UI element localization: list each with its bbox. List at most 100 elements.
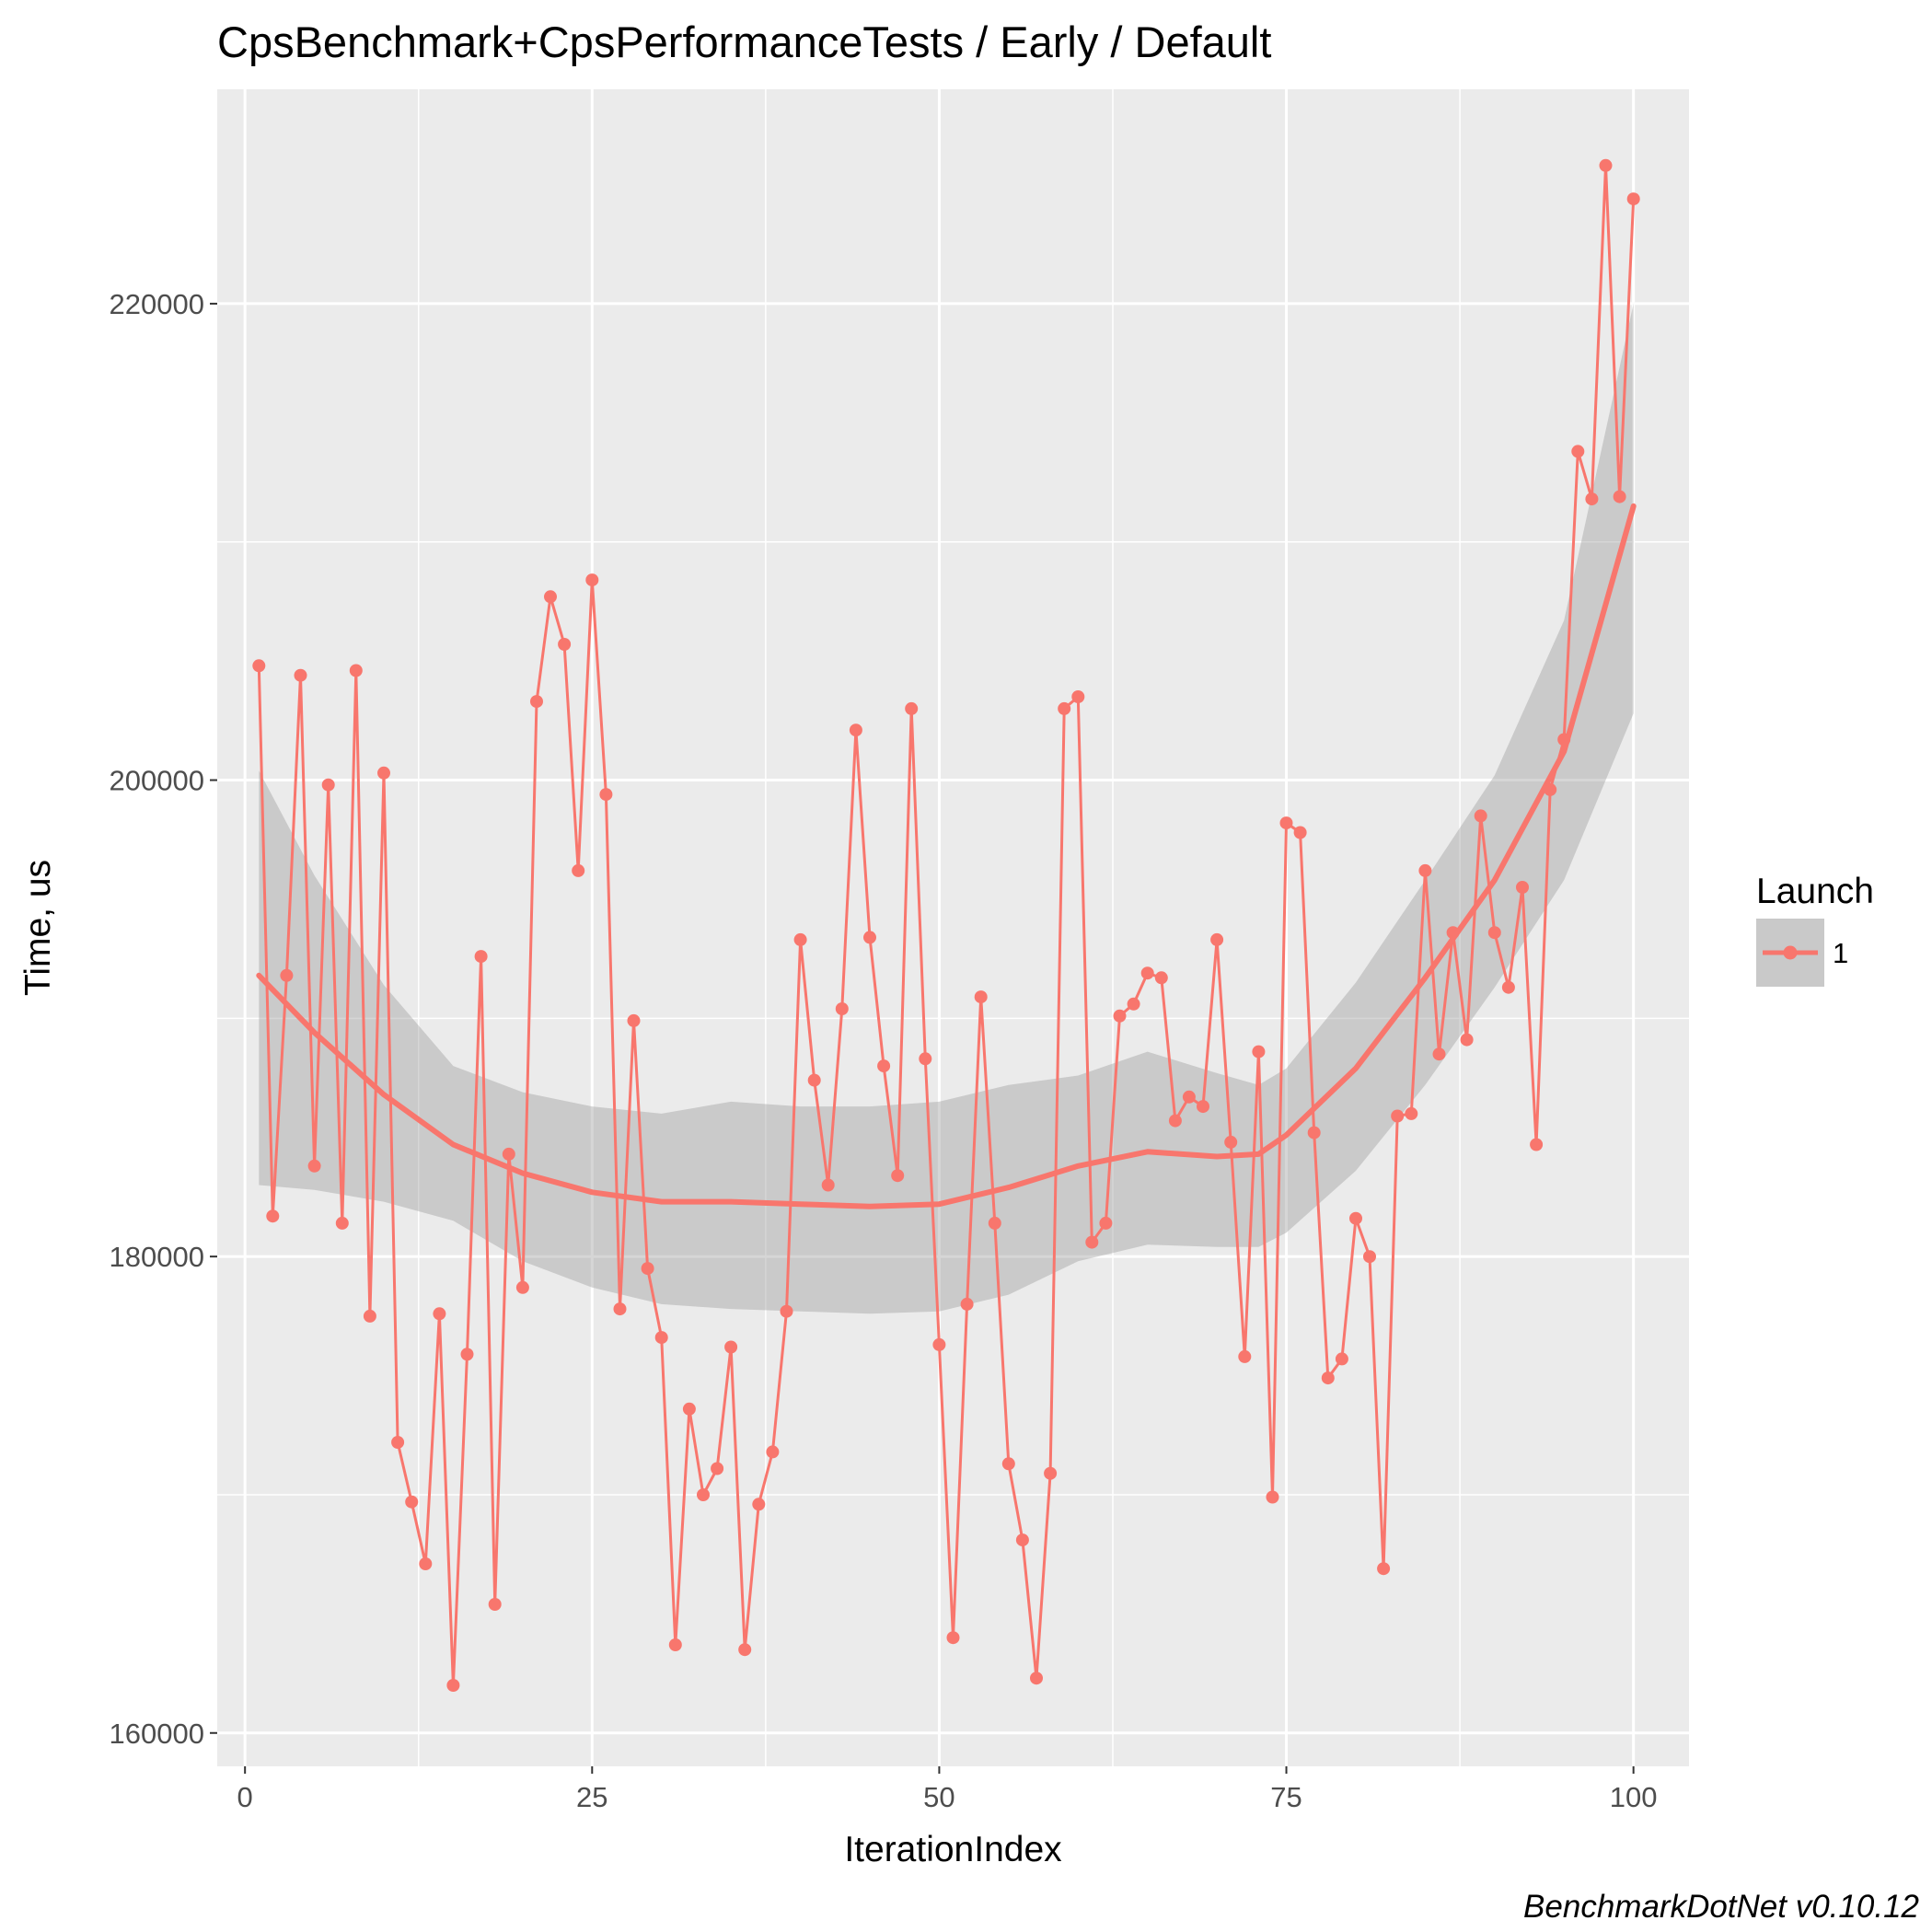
y-axis-title: Time, us [18, 860, 58, 996]
data-point [1418, 863, 1432, 877]
data-point [1363, 1250, 1376, 1264]
data-point [1321, 1371, 1335, 1385]
data-point [960, 1297, 974, 1311]
data-point [1085, 1235, 1099, 1249]
data-point [1613, 490, 1626, 503]
data-point [780, 1304, 793, 1318]
data-point [377, 766, 390, 780]
x-tick-label: 25 [576, 1781, 607, 1813]
data-point [307, 1159, 321, 1173]
data-point [544, 590, 557, 604]
data-point [1626, 192, 1640, 206]
axis-layer: 0 25 50 75 100 160000 180000 200000 220000 [110, 288, 1658, 1813]
data-point [835, 1002, 849, 1015]
x-axis-title: IterationIndex [844, 1830, 1062, 1869]
y-tick-label: 180000 [110, 1241, 204, 1273]
legend-title: Launch [1756, 872, 1874, 911]
x-tick-label: 75 [1270, 1781, 1301, 1813]
data-point [1001, 1457, 1015, 1471]
data-point [724, 1340, 738, 1354]
x-tick-label: 0 [237, 1781, 253, 1813]
data-point [1252, 1045, 1266, 1059]
caption: BenchmarkDotNet v0.10.12 [1523, 1889, 1919, 1925]
data-point [905, 701, 919, 715]
data-point [585, 573, 599, 587]
data-point [793, 932, 807, 946]
data-point [1307, 1126, 1321, 1140]
data-point [391, 1436, 405, 1449]
data-point [668, 1638, 682, 1651]
data-point [1530, 1138, 1544, 1151]
data-point [1516, 881, 1529, 894]
data-point [419, 1557, 433, 1570]
data-point [502, 1147, 515, 1161]
data-point [1127, 997, 1140, 1011]
data-point [752, 1498, 766, 1511]
data-point [1238, 1349, 1252, 1363]
data-point [627, 1013, 641, 1027]
data-point [1182, 1090, 1196, 1104]
data-point [1197, 1100, 1209, 1114]
legend-key-point [1783, 945, 1798, 960]
data-point [1460, 1033, 1474, 1047]
data-point [1154, 971, 1168, 985]
data-point [599, 788, 613, 802]
grid-major [217, 89, 1689, 1766]
data-point [530, 695, 543, 709]
data-point [1210, 932, 1224, 946]
y-tick-label: 200000 [110, 765, 204, 797]
data-point [1474, 809, 1487, 823]
smooth-layer [256, 503, 1637, 1209]
data-point [654, 1331, 668, 1345]
data-point [766, 1445, 780, 1459]
data-point [1405, 1106, 1418, 1120]
y-tick-label: 220000 [110, 288, 204, 320]
data-point [863, 931, 876, 944]
chart-title: CpsBenchmark+CpsPerformanceTests / Early… [217, 17, 1271, 66]
data-point [363, 1309, 376, 1323]
data-point [1279, 816, 1293, 830]
data-point [1168, 1114, 1182, 1128]
data-point [988, 1216, 1001, 1230]
data-point [697, 1488, 710, 1501]
data-point [1266, 1490, 1279, 1504]
confidence-band [259, 303, 1634, 1314]
x-tick-label: 100 [1610, 1781, 1658, 1813]
data-point [974, 990, 988, 1004]
smooth-line [256, 503, 1637, 1209]
data-point [1140, 966, 1154, 980]
data-point [280, 968, 294, 982]
data-point [1487, 926, 1501, 940]
data-point [1571, 445, 1585, 458]
data-point [1377, 1562, 1391, 1576]
data-point [460, 1348, 474, 1361]
data-point [515, 1280, 529, 1294]
data-point [682, 1402, 696, 1416]
data-point [1030, 1672, 1043, 1685]
data-point [821, 1178, 835, 1192]
data-point [321, 778, 335, 792]
data-point [1349, 1211, 1362, 1225]
data-point [433, 1307, 446, 1321]
data-point [891, 1169, 905, 1183]
data-point [877, 1059, 891, 1073]
y-tick-label: 160000 [110, 1718, 204, 1750]
data-point [1391, 1109, 1405, 1123]
data-point [1113, 1009, 1127, 1023]
data-point [405, 1495, 419, 1509]
x-tick-label: 50 [923, 1781, 954, 1813]
data-point [932, 1337, 946, 1351]
data-point [711, 1462, 724, 1475]
data-point [1224, 1135, 1238, 1149]
data-point [572, 863, 585, 877]
data-point [641, 1262, 654, 1276]
data-point [446, 1679, 460, 1692]
data-point [738, 1643, 752, 1657]
data-point [294, 668, 307, 682]
data-point [919, 1052, 932, 1066]
data-point [946, 1631, 960, 1645]
data-point [807, 1073, 821, 1087]
series-line [257, 165, 1636, 1686]
data-point [1501, 980, 1515, 994]
data-point [1335, 1352, 1348, 1366]
